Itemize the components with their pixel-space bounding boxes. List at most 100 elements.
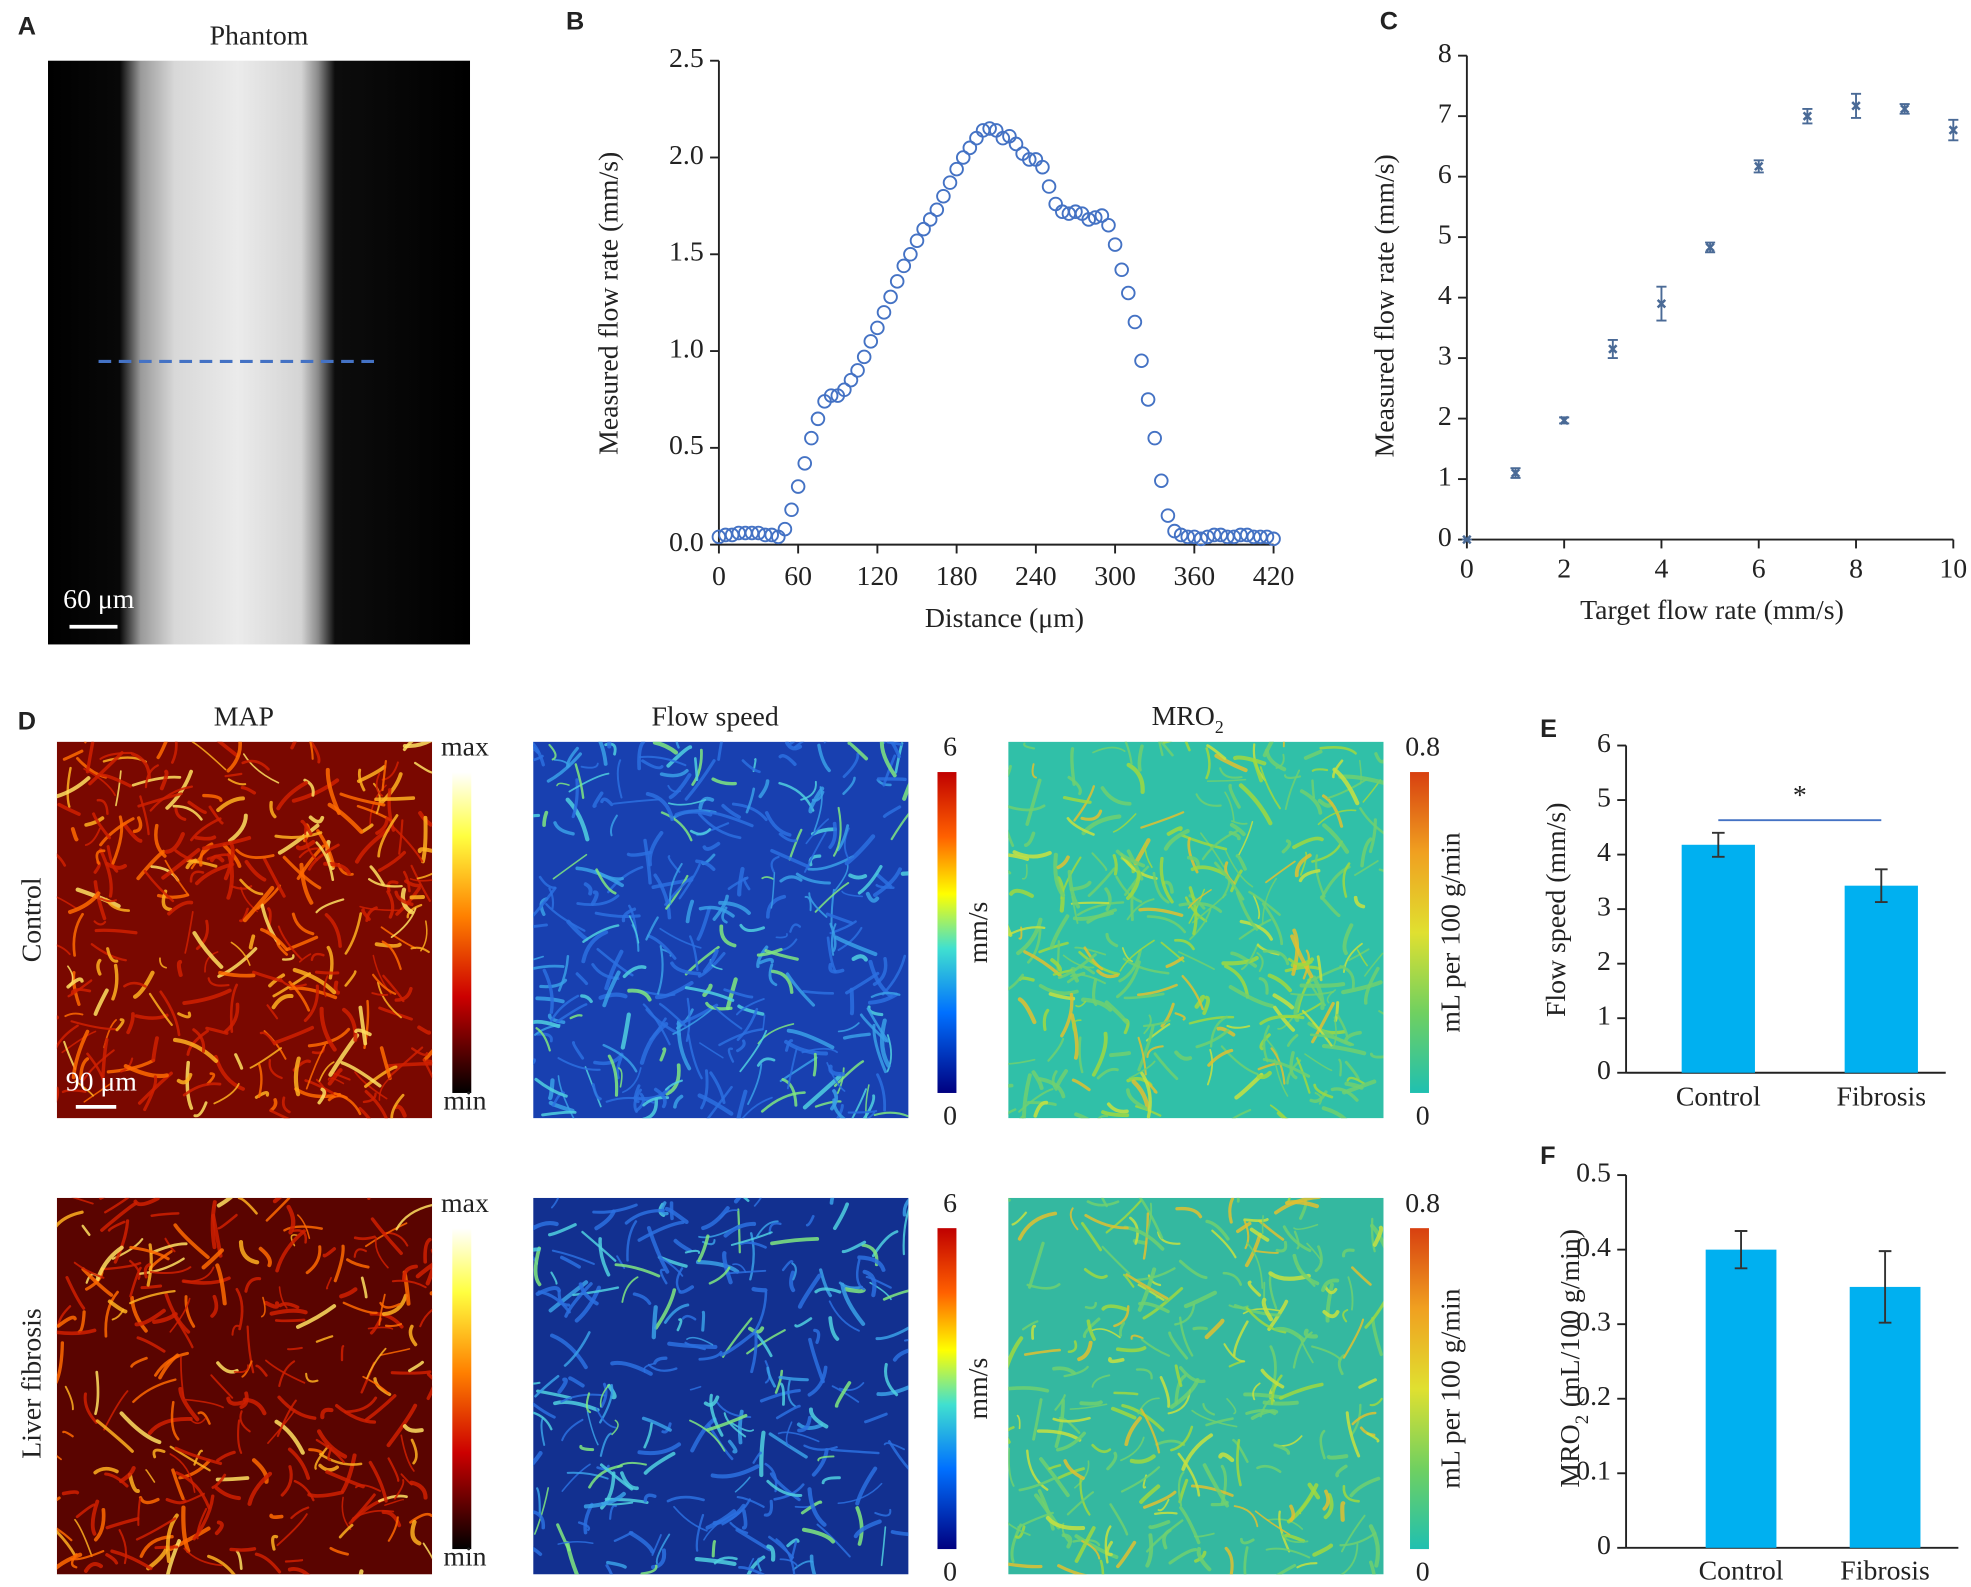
- y-tick-label: 2: [1438, 401, 1452, 432]
- vessel: [791, 719, 806, 744]
- point: [1102, 219, 1115, 232]
- colorbar: [452, 1228, 471, 1549]
- y-tick-label: 0: [1597, 1055, 1611, 1086]
- point: [1148, 432, 1161, 445]
- heatmap-image: [492, 710, 943, 1137]
- vessel: [703, 1312, 704, 1330]
- phantom-image: [48, 61, 470, 645]
- point: [871, 322, 884, 335]
- heatmap-image: [984, 702, 1400, 1149]
- x-tick-label: 180: [936, 561, 978, 592]
- point: [1155, 474, 1168, 487]
- vessel: [893, 1532, 927, 1535]
- point: [878, 306, 891, 319]
- vessel: [744, 1511, 746, 1528]
- y-tick-label: 0: [1597, 1530, 1611, 1561]
- colorbar-unit: mL per 100 g/min: [1435, 1288, 1466, 1488]
- vessel: [654, 1307, 656, 1337]
- y-tick-label: 3: [1597, 892, 1611, 923]
- y-tick-label: 8: [1438, 38, 1452, 69]
- point: [911, 234, 924, 247]
- x-tick-label: Control: [1699, 1555, 1784, 1582]
- column-title: MRO2: [1152, 701, 1224, 737]
- colorbar-min: min: [443, 1542, 486, 1573]
- column-title-sub: 2: [1215, 717, 1224, 737]
- column-title: MAP: [214, 701, 274, 732]
- point: [805, 432, 818, 445]
- panel-letter: B: [566, 7, 584, 35]
- bar: [1706, 1250, 1777, 1548]
- vessel: [1115, 1393, 1138, 1394]
- colorbar-max: 0.8: [1405, 1188, 1440, 1219]
- vessel: [1111, 1053, 1129, 1055]
- point: [864, 335, 877, 348]
- vessel: [609, 710, 624, 747]
- vessel: [43, 1018, 57, 1028]
- vessel: [713, 1542, 714, 1556]
- colorbar-min: 0: [1416, 1557, 1430, 1582]
- vessel: [64, 1492, 78, 1494]
- point: [950, 163, 963, 176]
- vessel: [987, 870, 1010, 875]
- vessel: [695, 758, 697, 779]
- y-tick-label: 3: [1438, 340, 1452, 371]
- significance-mark: *: [1793, 780, 1807, 811]
- y-tick-label: 2.0: [669, 140, 704, 171]
- x-tick-label: 4: [1655, 554, 1669, 585]
- y-tick-label: 4: [1597, 837, 1611, 868]
- point: [930, 203, 943, 216]
- bar: [1850, 1287, 1921, 1548]
- point: [904, 248, 917, 261]
- point: [1115, 263, 1128, 276]
- vessel: [359, 1571, 361, 1582]
- x-tick-label: 240: [1015, 561, 1057, 592]
- panel-letter: E: [1540, 715, 1557, 743]
- x-tick-label: 8: [1849, 554, 1863, 585]
- point: [1135, 354, 1148, 367]
- colorbar: [1410, 772, 1429, 1093]
- x-tick-label: Fibrosis: [1837, 1082, 1927, 1113]
- vessel: [1155, 1513, 1176, 1514]
- panel-letter: F: [1540, 1142, 1555, 1170]
- vessel: [754, 1289, 766, 1290]
- y-label-sub: 2: [1572, 1415, 1593, 1424]
- vessel: [1289, 1169, 1310, 1200]
- y-tick-label: 7: [1438, 99, 1452, 130]
- point: [891, 275, 904, 288]
- scale-bar-label: 60 μm: [63, 584, 135, 615]
- x-axis-label: Target flow rate (mm/s): [1580, 595, 1844, 626]
- point: [851, 364, 864, 377]
- point: [937, 190, 950, 203]
- vessel: [286, 1560, 302, 1561]
- vessel: [98, 961, 100, 974]
- vessel: [196, 837, 214, 838]
- colorbar-unit: mL per 100 g/min: [1435, 832, 1466, 1032]
- y-label-main: Flow speed (mm/s): [1541, 802, 1572, 1017]
- image-bg: [533, 1198, 908, 1575]
- point: [785, 503, 798, 516]
- vessel: [52, 1088, 57, 1106]
- colorbar-unit: mm/s: [963, 1358, 994, 1420]
- point: [970, 132, 983, 145]
- vessel: [276, 1320, 304, 1321]
- bar: [1682, 845, 1755, 1073]
- vessel: [1302, 984, 1344, 986]
- vessel: [1263, 1216, 1264, 1233]
- point: [1129, 316, 1142, 329]
- point: [884, 291, 897, 304]
- vessel: [179, 962, 181, 975]
- image-grid: [19, 702, 1400, 1582]
- scale-bar-label: 90 μm: [66, 1066, 138, 1097]
- column-title-main: MRO: [1152, 701, 1215, 732]
- y-tick-label: 6: [1438, 159, 1452, 190]
- y-label-main: MRO: [1555, 1424, 1586, 1487]
- colorbar-max: 6: [943, 732, 957, 763]
- column-title: Flow speed: [651, 701, 778, 732]
- heatmap-image: [986, 1169, 1392, 1582]
- y-tick-label: 1: [1438, 461, 1452, 492]
- vessel: [432, 1293, 446, 1302]
- row-label: Liver fibrosis: [16, 1308, 47, 1458]
- y-tick-label: 0.5: [669, 430, 704, 461]
- point: [1109, 238, 1122, 251]
- x-tick-label: 2: [1557, 554, 1571, 585]
